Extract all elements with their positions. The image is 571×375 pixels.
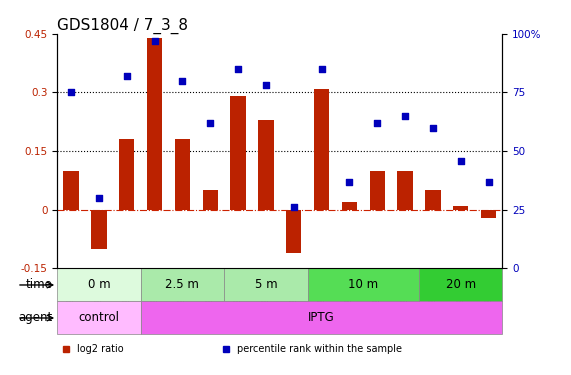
- Bar: [419, 268, 502, 302]
- Bar: [453, 206, 468, 210]
- Point: [456, 158, 465, 164]
- Bar: [57, 268, 140, 302]
- Point: [428, 124, 437, 130]
- Bar: [91, 210, 107, 249]
- Text: agent: agent: [18, 312, 53, 324]
- Text: 20 m: 20 m: [445, 279, 476, 291]
- Bar: [147, 38, 162, 210]
- Bar: [203, 190, 218, 210]
- Bar: [425, 190, 441, 210]
- Point: [150, 38, 159, 44]
- Point: [262, 82, 271, 88]
- Point: [373, 120, 382, 126]
- Point: [317, 66, 326, 72]
- Bar: [57, 302, 140, 334]
- Text: IPTG: IPTG: [308, 312, 335, 324]
- Bar: [140, 302, 502, 334]
- Bar: [224, 268, 308, 302]
- Bar: [308, 268, 419, 302]
- Bar: [175, 140, 190, 210]
- Bar: [258, 120, 274, 210]
- Point: [400, 113, 409, 119]
- Bar: [230, 96, 246, 210]
- Bar: [341, 202, 357, 210]
- Point: [178, 78, 187, 84]
- Text: 5 m: 5 m: [255, 279, 277, 291]
- Text: 2.5 m: 2.5 m: [166, 279, 199, 291]
- Bar: [286, 210, 301, 253]
- Bar: [397, 171, 413, 210]
- Point: [484, 178, 493, 184]
- Text: GDS1804 / 7_3_8: GDS1804 / 7_3_8: [57, 18, 188, 34]
- Bar: [369, 171, 385, 210]
- Point: [66, 89, 75, 95]
- Point: [289, 204, 298, 210]
- Bar: [63, 171, 79, 210]
- Text: time: time: [26, 279, 53, 291]
- Point: [122, 73, 131, 79]
- Bar: [119, 140, 134, 210]
- Bar: [140, 268, 224, 302]
- Bar: [481, 210, 496, 218]
- Text: 10 m: 10 m: [348, 279, 379, 291]
- Point: [234, 66, 243, 72]
- Point: [206, 120, 215, 126]
- Text: percentile rank within the sample: percentile rank within the sample: [238, 344, 403, 354]
- Point: [94, 195, 103, 201]
- Text: control: control: [78, 312, 119, 324]
- Text: log2 ratio: log2 ratio: [77, 344, 124, 354]
- Text: 0 m: 0 m: [87, 279, 110, 291]
- Bar: [314, 88, 329, 210]
- Point: [345, 178, 354, 184]
